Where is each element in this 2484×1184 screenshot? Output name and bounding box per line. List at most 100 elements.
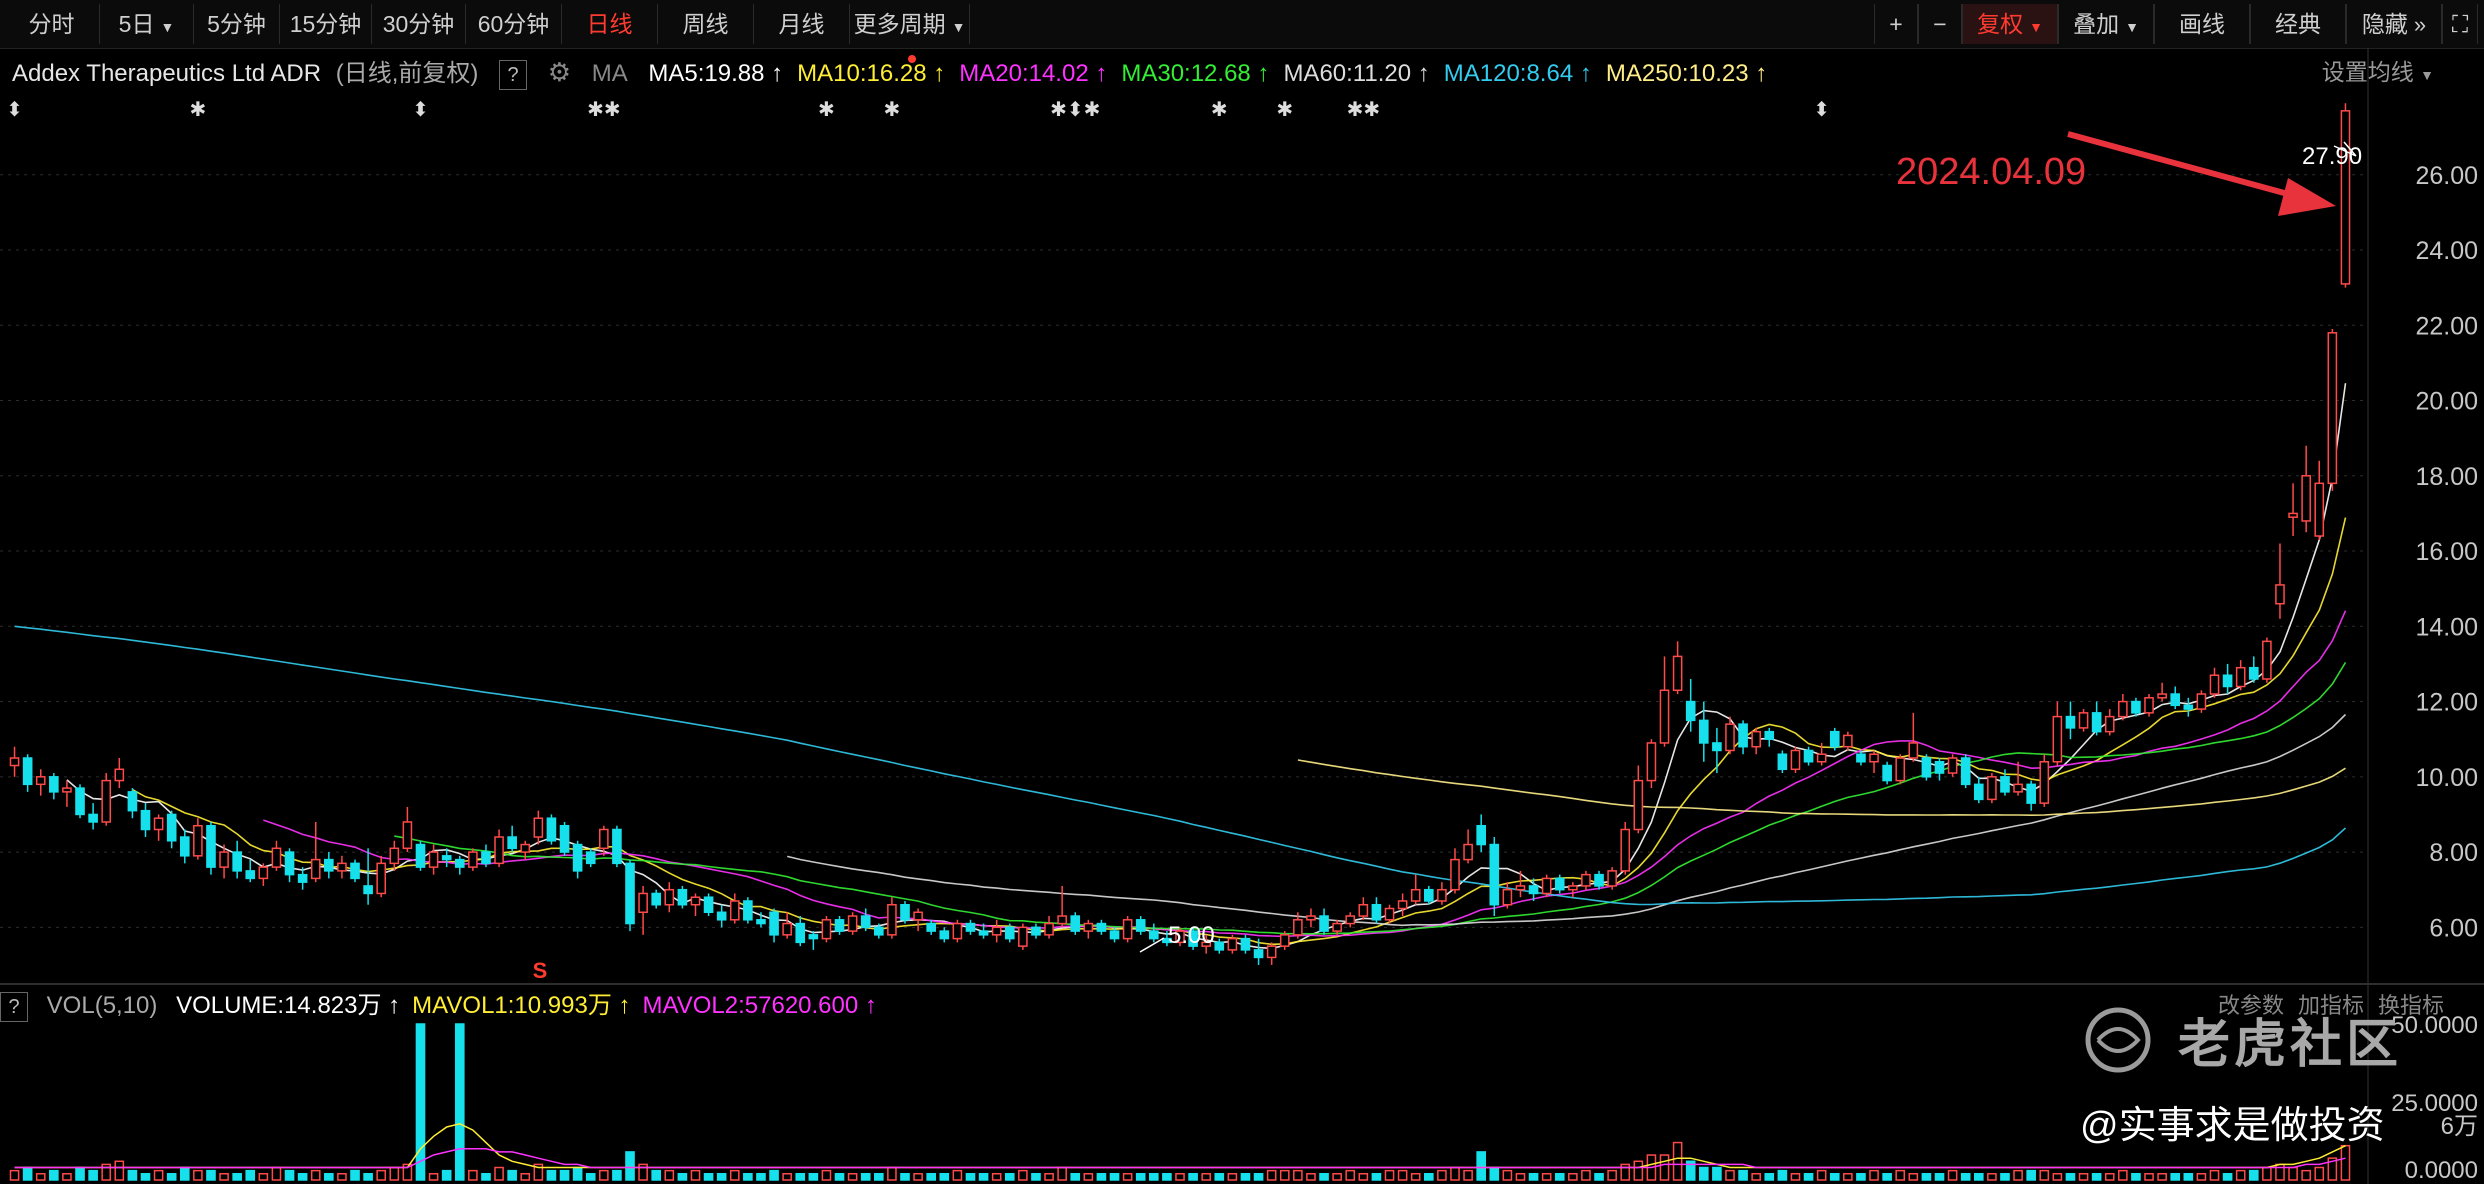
candle-body: [258, 866, 269, 880]
candle-body: [2170, 693, 2181, 707]
ma-line-ma250: [1297, 759, 2346, 817]
volume-bar: [1279, 1169, 1290, 1181]
period-tab-4[interactable]: 30分钟: [372, 4, 466, 44]
classic-button[interactable]: 经典: [2250, 4, 2346, 44]
period-tab-3[interactable]: 15分钟: [280, 4, 372, 44]
period-tab-5[interactable]: 60分钟: [466, 4, 562, 44]
mavol1-line: [14, 1123, 2346, 1169]
period-tab-label: 5分钟: [207, 11, 266, 37]
hide-button-label: 隐藏: [2361, 11, 2408, 37]
volume-bar: [1489, 1166, 1500, 1181]
zoom-in-button[interactable]: +: [1874, 4, 1918, 44]
volume-bar: [2013, 1169, 2023, 1181]
period-tab-9[interactable]: 更多周期 ▼: [850, 4, 970, 63]
volume-bar: [2118, 1169, 2128, 1181]
ma-line-ma5: [66, 383, 2347, 950]
candle-body: [1777, 753, 1788, 771]
candle-body: [232, 851, 242, 872]
adjust-button[interactable]: 复权 ▼: [1962, 4, 2058, 44]
candle-body: [179, 836, 190, 857]
candle-body: [1633, 779, 1644, 831]
volume-bar: [2091, 1173, 2102, 1181]
volume-bar: [1358, 1173, 1369, 1181]
volume-bar: [101, 1163, 112, 1181]
annotation-arrow-head: [2278, 178, 2336, 216]
candle-body: [808, 934, 819, 940]
volume-bar: [245, 1169, 256, 1181]
volume-bar: [1659, 1154, 1670, 1181]
draw-line-button[interactable]: 画线: [2154, 4, 2250, 44]
period-tab-label: 更多周期: [853, 11, 946, 37]
volume-bar: [62, 1173, 72, 1181]
volume-bar: [1620, 1163, 1631, 1181]
candle-body: [1423, 888, 1434, 902]
period-tab-0[interactable]: 分时: [4, 4, 100, 44]
candle-body: [2013, 783, 2023, 793]
volume-bar: [1869, 1169, 1879, 1181]
watermark-brand: 老虎社区: [2178, 1016, 2403, 1074]
volume-bar: [2039, 1169, 2050, 1181]
volume-bar: [1135, 1173, 1146, 1181]
candle-body: [756, 919, 766, 925]
candle-body: [1843, 734, 1853, 748]
volume-bar: [651, 1169, 662, 1181]
candle-body: [2196, 693, 2207, 710]
fullscreen-icon[interactable]: ⛶: [2442, 4, 2478, 44]
period-tab-2[interactable]: 5分钟: [194, 4, 280, 44]
help-icon[interactable]: ?: [499, 59, 528, 90]
period-tab-label: 30分钟: [382, 11, 455, 37]
volume-tick-label: 50.0000: [2391, 1012, 2478, 1039]
volume-bar: [1581, 1169, 1591, 1181]
candle-body: [1371, 903, 1382, 921]
candle-body: [1332, 922, 1342, 932]
candle-body: [2065, 715, 2076, 729]
candle-body: [1672, 655, 1683, 692]
volume-bar: [2157, 1173, 2167, 1181]
period-tab-6[interactable]: 日线: [562, 4, 658, 44]
volume-bar: [2301, 1169, 2311, 1181]
vol-help-icon[interactable]: ?: [0, 991, 28, 1022]
candle-body: [952, 922, 963, 940]
candle-body: [166, 813, 177, 842]
volume-bar: [1031, 1173, 1041, 1181]
volume-bar: [743, 1173, 753, 1181]
volume-bar: [166, 1173, 177, 1181]
gear-icon[interactable]: ⚙: [547, 57, 572, 87]
candle-body: [533, 817, 544, 838]
volume-bar: [2209, 1169, 2220, 1181]
candle-body: [1882, 764, 1892, 782]
volume-bar: [690, 1169, 701, 1181]
candle-body: [1004, 926, 1015, 940]
overlay-button[interactable]: 叠加 ▼: [2058, 4, 2154, 44]
candle-body: [939, 930, 950, 940]
volume-bar: [1777, 1169, 1788, 1181]
candle-body: [1973, 783, 1984, 801]
candle-body: [2052, 715, 2063, 763]
candle-body: [769, 911, 779, 936]
volume-bar: [1476, 1151, 1486, 1181]
price-legend: Addex Therapeutics Ltd ADR (日线,前复权) ? ⚙ …: [12, 54, 1795, 90]
zoom-out-button[interactable]: −: [1918, 4, 1962, 44]
period-tab-1[interactable]: 5日 ▼: [100, 4, 194, 44]
vol-tool-2[interactable]: 换指标: [2377, 993, 2444, 1018]
volume-bar: [1973, 1173, 1984, 1181]
candle-body: [1934, 761, 1945, 774]
volume-tools: 改参数 加指标 换指标: [2204, 988, 2444, 1024]
candle-body: [1895, 757, 1906, 782]
vol-tool-1[interactable]: 加指标: [2297, 993, 2364, 1018]
chevron-down-icon: ▼: [2125, 19, 2139, 35]
candle-body: [926, 922, 937, 932]
candle-body: [1960, 757, 1971, 786]
period-tab-8[interactable]: 月线: [754, 4, 850, 44]
volume-bar: [1960, 1173, 1971, 1181]
price-tick-label: 12.00: [2415, 689, 2478, 717]
candle-body: [1240, 937, 1251, 951]
volume-bar: [114, 1160, 125, 1181]
volume-unit-label: 6万: [2441, 1113, 2478, 1140]
hide-button[interactable]: 隐藏»: [2346, 4, 2442, 44]
price-tick-label: 24.00: [2415, 237, 2478, 265]
period-tab-7[interactable]: 周线: [658, 4, 754, 44]
volume-bar: [1122, 1173, 1133, 1181]
vol-tool-0[interactable]: 改参数: [2217, 993, 2284, 1018]
